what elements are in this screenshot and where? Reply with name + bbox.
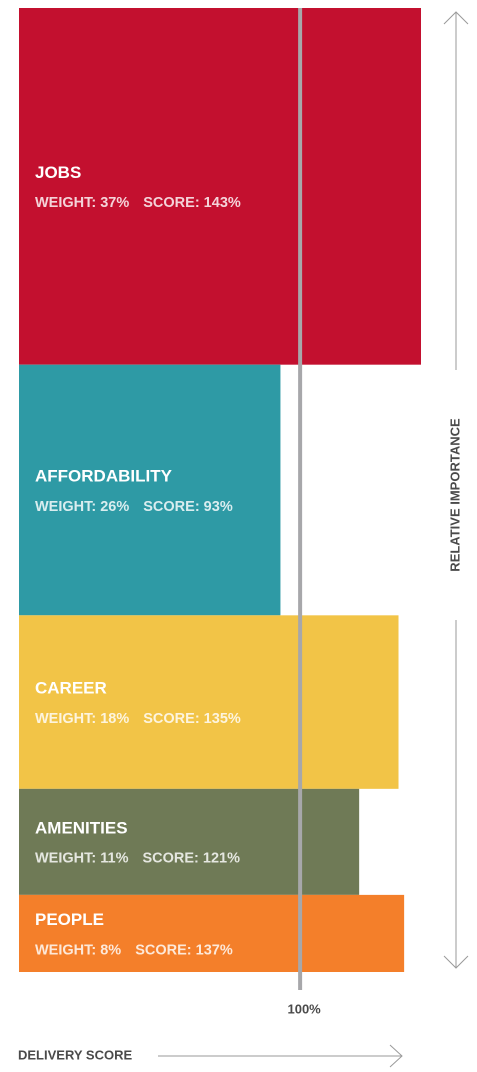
x-axis-arrow [158,1044,403,1068]
x-axis-label: DELIVERY SCORE [18,1047,132,1062]
score-label: SCORE: 93% [143,499,233,515]
score-label: SCORE: 135% [143,711,241,727]
category-label: CAREER [35,679,107,698]
weight-label: WEIGHT: 11% [35,851,129,867]
score-label: SCORE: 121% [142,851,240,867]
bar [19,788,360,895]
category-label: PEOPLE [35,910,104,929]
category-label: AFFORDABILITY [35,466,173,485]
weight-label: WEIGHT: 37% [35,195,129,211]
category-label: AMENITIES [35,818,128,837]
y-axis-label: RELATIVE IMPORTANCE [447,418,462,572]
score-label: SCORE: 143% [143,195,241,211]
score-label: SCORE: 137% [135,942,233,958]
weight-label: WEIGHT: 18% [35,711,129,727]
category-label: JOBS [35,163,81,182]
bar [19,364,281,616]
reference-label: 100% [287,1001,321,1016]
weight-label: WEIGHT: 26% [35,499,129,515]
weight-label: WEIGHT: 8% [35,942,121,958]
bar [19,894,405,972]
y-axis-arrow [443,11,469,969]
bar [19,615,399,789]
bar [19,8,421,365]
